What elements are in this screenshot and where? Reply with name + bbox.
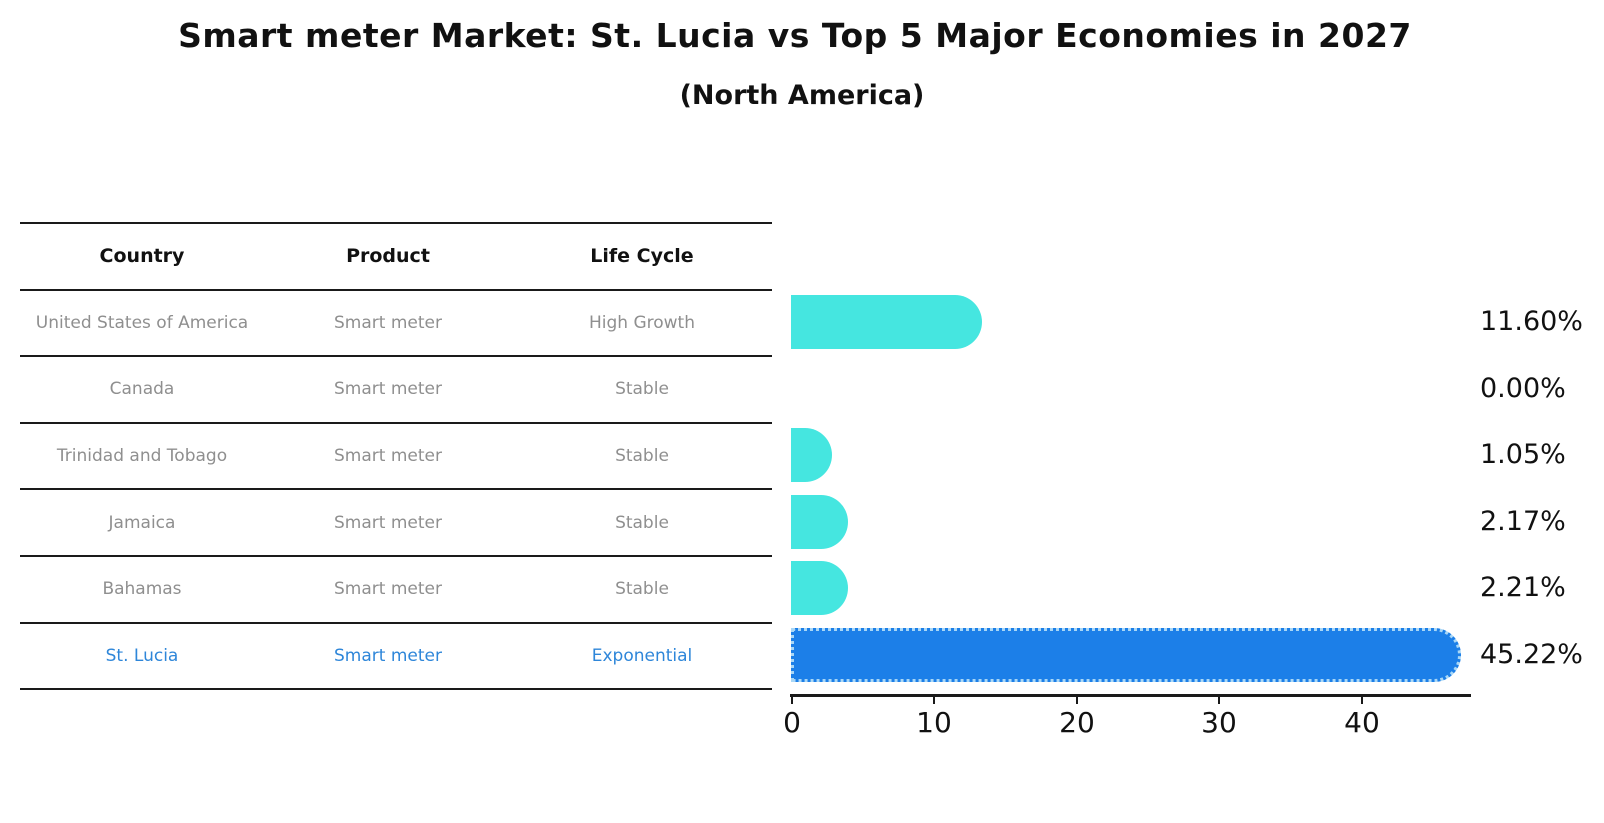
value-label-usa: 11.60% bbox=[1480, 306, 1583, 337]
value-label-canada: 0.00% bbox=[1480, 373, 1566, 404]
cell-life-cycle: Stable bbox=[615, 379, 669, 400]
bar-jamaica bbox=[791, 495, 848, 549]
x-axis-tick-30 bbox=[1218, 695, 1220, 704]
cell-product: Smart meter bbox=[334, 312, 442, 333]
cell-life-cycle: Stable bbox=[615, 512, 669, 533]
x-axis-label-20: 20 bbox=[1059, 706, 1095, 739]
cell-country: Canada bbox=[109, 379, 175, 400]
value-label-jamaica: 2.17% bbox=[1480, 506, 1566, 537]
value-label-st-lucia: 45.22% bbox=[1480, 639, 1583, 670]
x-axis-label-10: 10 bbox=[916, 706, 952, 739]
table-row-canada: Canada Smart meter Stable bbox=[20, 355, 772, 422]
table-row-bahamas: Bahamas Smart meter Stable bbox=[20, 554, 772, 622]
x-axis-tick-20 bbox=[1076, 695, 1078, 704]
cell-product: Smart meter bbox=[334, 579, 442, 600]
value-label-trinidad-and-tobago: 1.05% bbox=[1480, 439, 1566, 470]
table-row-st-lucia: St. Lucia Smart meter Exponential bbox=[20, 621, 772, 689]
cell-life-cycle: Exponential bbox=[591, 645, 693, 666]
cell-country: St. Lucia bbox=[105, 645, 179, 666]
x-axis-label-40: 40 bbox=[1344, 706, 1380, 739]
value-label-bahamas: 2.21% bbox=[1480, 572, 1566, 603]
bar-trinidad-and-tobago bbox=[791, 428, 832, 482]
bar-st-lucia bbox=[791, 628, 1461, 682]
col-header-country: Country bbox=[99, 245, 185, 268]
x-axis-tick-10 bbox=[933, 695, 935, 704]
bar-usa bbox=[791, 295, 982, 349]
cell-life-cycle: High Growth bbox=[588, 312, 695, 333]
x-axis-line bbox=[790, 694, 1471, 697]
x-axis-tick-0 bbox=[791, 695, 793, 704]
country-table: Country Product Life Cycle United States… bbox=[20, 222, 772, 691]
x-axis-tick-40 bbox=[1361, 695, 1363, 704]
x-axis-label-0: 0 bbox=[783, 706, 801, 739]
table-header-row: Country Product Life Cycle bbox=[20, 222, 772, 289]
cell-product: Smart meter bbox=[334, 379, 442, 400]
table-row-jamaica: Jamaica Smart meter Stable bbox=[20, 488, 772, 555]
chart-subtitle: (North America) bbox=[679, 80, 925, 111]
chart-title: Smart meter Market: St. Lucia vs Top 5 M… bbox=[178, 16, 1412, 55]
cell-country: Trinidad and Tobago bbox=[56, 446, 228, 467]
table-row-usa: United States of America Smart meter Hig… bbox=[20, 288, 772, 356]
cell-country: United States of America bbox=[35, 312, 249, 333]
col-header-product: Product bbox=[346, 245, 430, 268]
cell-life-cycle: Stable bbox=[615, 446, 669, 467]
cell-country: Jamaica bbox=[108, 512, 176, 533]
cell-country: Bahamas bbox=[102, 579, 182, 600]
cell-product: Smart meter bbox=[334, 645, 442, 666]
cell-product: Smart meter bbox=[334, 512, 442, 533]
table-row-trinidad-and-tobago: Trinidad and Tobago Smart meter Stable bbox=[20, 421, 772, 489]
x-axis-label-30: 30 bbox=[1201, 706, 1237, 739]
cell-life-cycle: Stable bbox=[615, 579, 669, 600]
bar-bahamas bbox=[791, 561, 848, 615]
col-header-life-cycle: Life Cycle bbox=[590, 245, 694, 268]
cell-product: Smart meter bbox=[334, 446, 442, 467]
